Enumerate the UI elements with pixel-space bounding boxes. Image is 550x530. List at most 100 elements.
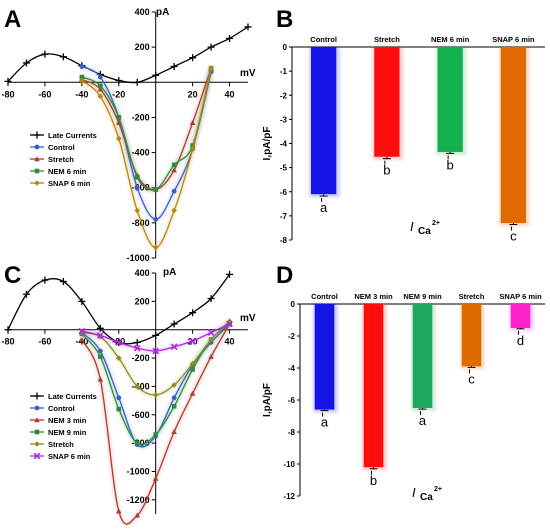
data-point xyxy=(189,360,196,367)
data-point xyxy=(208,336,214,343)
data-point xyxy=(189,146,196,152)
panel-b-bar-chart: B 0 -1 -2 -3 -4 -5 -6 -7 -8 I,pA/pF I Ca2+ a Control… xyxy=(262,6,545,245)
y-axis-label: pA xyxy=(163,267,176,278)
category-label: Stretch xyxy=(374,35,400,44)
data-point xyxy=(171,207,177,214)
panel-a-line-chart: A -80 -60 -40 -20 20 40400200-200-400-600-800… xyxy=(1,6,255,263)
y-tick-label: 200 xyxy=(135,296,150,306)
significance-letter: c xyxy=(468,371,475,386)
x-tick-label: 40 xyxy=(225,337,235,347)
data-point xyxy=(170,62,178,70)
y-axis-label: pA xyxy=(156,7,169,18)
data-point xyxy=(115,135,122,142)
data-point xyxy=(153,432,158,437)
category-label: NEM 6 min xyxy=(431,35,470,44)
data-point xyxy=(152,71,160,79)
data-point xyxy=(152,244,159,251)
legend-marker xyxy=(34,417,40,423)
x-axis-label: mV xyxy=(240,68,256,79)
data-point xyxy=(189,119,196,125)
y-tick-label: -600 xyxy=(132,183,150,193)
data-point xyxy=(171,162,177,168)
x-axis-label: I xyxy=(410,219,414,234)
data-point xyxy=(208,65,214,72)
panel-a-legend: Late Currents Control Stretch NEM 6 min SNAP… xyxy=(30,131,97,188)
panel-letter-c: C xyxy=(4,262,21,289)
data-point xyxy=(79,77,85,84)
data-point xyxy=(134,174,140,180)
legend-marker xyxy=(34,144,40,150)
x-tick-label: -80 xyxy=(1,89,14,99)
data-point xyxy=(207,43,215,51)
significance-letter: a xyxy=(321,415,329,430)
category-label: SNAP 6 min xyxy=(499,292,542,301)
y-tick-label: 400 xyxy=(135,7,150,17)
data-point xyxy=(98,354,103,359)
data-point xyxy=(79,64,85,69)
data-point xyxy=(244,23,252,31)
y-tick-label: -400 xyxy=(132,381,150,391)
data-point xyxy=(116,395,122,401)
panel-c-line-chart: C -80-60-40-202040400200-200-400-600-800… xyxy=(1,262,256,526)
data-point xyxy=(116,406,122,412)
significance-letter: b xyxy=(447,157,454,172)
panel-d-bar-chart: D 0 -2 -4 -6 -8 -10 -12 I,pA/pF I Ca2+ a Control b N… xyxy=(262,262,545,503)
data-point xyxy=(170,320,178,328)
x-axis-label: mV xyxy=(240,313,256,324)
legend-marker xyxy=(34,405,40,411)
panel-c-legend: Late Currents Control NEM 3 min NEM 9 min St… xyxy=(30,392,97,461)
data-point xyxy=(97,93,104,100)
data-point xyxy=(171,188,177,194)
data-point xyxy=(133,338,141,346)
data-point xyxy=(116,115,122,120)
legend-label: Late Currents xyxy=(48,131,97,140)
legend-label: NEM 3 min xyxy=(48,416,87,425)
data-point xyxy=(41,276,49,284)
x-axis-label: I xyxy=(412,485,416,500)
y-tick-label: -3 xyxy=(280,115,288,124)
data-point xyxy=(97,376,104,382)
legend-label: Stretch xyxy=(48,155,74,164)
legend-marker xyxy=(33,452,41,460)
x-tick-label: -80 xyxy=(1,337,14,347)
data-point xyxy=(207,295,215,303)
significance-letter: a xyxy=(320,200,328,215)
category-label: SNAP 6 min xyxy=(492,35,535,44)
data-point xyxy=(152,392,159,398)
data-point xyxy=(208,353,214,359)
significance-letter: b xyxy=(383,163,390,178)
x-axis-label-subscript: Ca xyxy=(420,492,433,503)
category-label: Control xyxy=(310,35,337,44)
y-tick-label: -12 xyxy=(283,492,295,501)
legend-marker xyxy=(34,441,40,447)
legend-label: SNAP 6 min xyxy=(48,452,91,461)
data-point xyxy=(96,332,104,339)
y-tick-label: -8 xyxy=(280,236,288,245)
data-point xyxy=(189,54,197,62)
series-line xyxy=(81,323,231,525)
y-tick-label: 0 xyxy=(283,43,288,52)
panel-b-bars: a Control b Stretch b NEM 6 min c SNAP 6 min xyxy=(309,35,535,244)
bar xyxy=(314,304,335,410)
data-point xyxy=(4,326,12,334)
panel-a-series xyxy=(4,23,252,251)
data-point xyxy=(115,339,123,346)
data-point xyxy=(153,216,159,222)
x-tick-label: 40 xyxy=(225,89,235,99)
y-tick-label: -600 xyxy=(132,410,150,420)
data-point xyxy=(207,329,215,336)
data-point xyxy=(226,320,233,328)
data-point xyxy=(134,512,141,518)
data-point xyxy=(78,327,86,335)
x-tick-label: 20 xyxy=(188,89,198,99)
data-point xyxy=(115,508,122,514)
data-point xyxy=(226,34,234,42)
y-tick-label: -2 xyxy=(288,332,296,341)
data-point xyxy=(59,278,67,286)
data-point xyxy=(153,187,158,192)
category-label: NEM 3 min xyxy=(354,292,393,301)
data-point xyxy=(134,207,141,214)
bar xyxy=(310,47,337,195)
data-point xyxy=(79,74,85,80)
